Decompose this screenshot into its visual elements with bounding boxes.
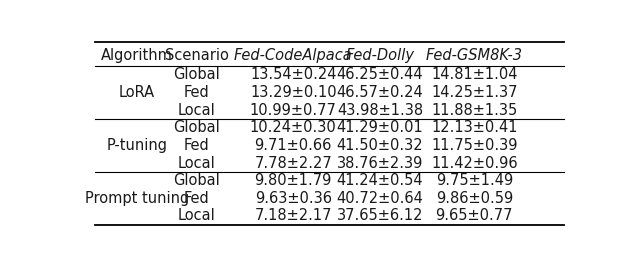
Text: Local: Local: [178, 103, 216, 118]
Text: 38.76±2.39: 38.76±2.39: [337, 156, 423, 171]
Text: Fed-Dolly: Fed-Dolly: [346, 48, 415, 63]
Text: 14.25±1.37: 14.25±1.37: [431, 85, 518, 100]
Text: LoRA: LoRA: [119, 85, 155, 100]
Text: 10.24±0.30: 10.24±0.30: [250, 120, 337, 135]
Text: Local: Local: [178, 156, 216, 171]
Text: 40.72±0.64: 40.72±0.64: [337, 191, 424, 206]
Text: Fed: Fed: [184, 138, 209, 153]
Text: 41.24±0.54: 41.24±0.54: [337, 173, 424, 188]
Text: Global: Global: [173, 67, 220, 82]
Text: 7.18±2.17: 7.18±2.17: [255, 208, 332, 224]
Text: 11.88±1.35: 11.88±1.35: [431, 103, 518, 118]
Text: 11.42±0.96: 11.42±0.96: [431, 156, 518, 171]
Text: 41.29±0.01: 41.29±0.01: [337, 120, 424, 135]
Text: 46.57±0.24: 46.57±0.24: [337, 85, 424, 100]
Text: 9.75±1.49: 9.75±1.49: [436, 173, 513, 188]
Text: 46.25±0.44: 46.25±0.44: [337, 67, 424, 82]
Text: 14.81±1.04: 14.81±1.04: [431, 67, 518, 82]
Text: Algorithm: Algorithm: [101, 48, 173, 63]
Text: 12.13±0.41: 12.13±0.41: [431, 120, 518, 135]
Text: 7.78±2.27: 7.78±2.27: [255, 156, 332, 171]
Text: 13.54±0.24: 13.54±0.24: [250, 67, 337, 82]
Text: 9.80±1.79: 9.80±1.79: [255, 173, 332, 188]
Text: 13.29±0.10: 13.29±0.10: [250, 85, 337, 100]
Text: Global: Global: [173, 173, 220, 188]
Text: 37.65±6.12: 37.65±6.12: [337, 208, 423, 224]
Text: P-tuning: P-tuning: [106, 138, 168, 153]
Text: 9.86±0.59: 9.86±0.59: [436, 191, 513, 206]
Text: 43.98±1.38: 43.98±1.38: [337, 103, 423, 118]
Text: 9.65±0.77: 9.65±0.77: [436, 208, 513, 224]
Text: Fed-GSM8K-3: Fed-GSM8K-3: [426, 48, 523, 63]
Text: Fed: Fed: [184, 85, 209, 100]
Text: Global: Global: [173, 120, 220, 135]
Text: Fed: Fed: [184, 191, 209, 206]
Text: 9.63±0.36: 9.63±0.36: [255, 191, 332, 206]
Text: 11.75±0.39: 11.75±0.39: [431, 138, 518, 153]
Text: 9.71±0.66: 9.71±0.66: [255, 138, 332, 153]
Text: Scenario: Scenario: [164, 48, 228, 63]
Text: Fed-CodeAlpaca: Fed-CodeAlpaca: [234, 48, 353, 63]
Text: Prompt tuning: Prompt tuning: [85, 191, 189, 206]
Text: 10.99±0.77: 10.99±0.77: [250, 103, 337, 118]
Text: 41.50±0.32: 41.50±0.32: [337, 138, 424, 153]
Text: Local: Local: [178, 208, 216, 224]
